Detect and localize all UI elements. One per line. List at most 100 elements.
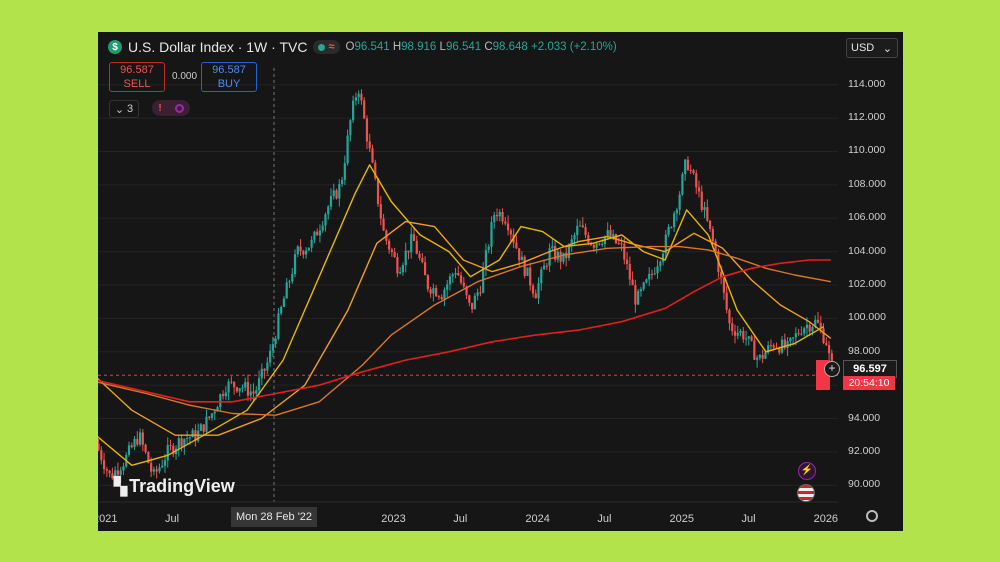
candle xyxy=(227,378,230,401)
candle xyxy=(296,245,299,258)
candle xyxy=(390,247,393,257)
candle xyxy=(578,220,582,227)
candle xyxy=(310,236,313,253)
candle xyxy=(675,207,678,222)
candle xyxy=(462,276,465,289)
candle xyxy=(515,235,518,250)
candle xyxy=(747,336,750,346)
chart-window[interactable]: $ U.S. Dollar Index · 1W · TVC ≈ O96.541… xyxy=(98,32,903,531)
candle xyxy=(202,424,205,437)
candle xyxy=(628,256,631,286)
candle xyxy=(102,452,106,475)
candle xyxy=(686,156,690,171)
open-label: O xyxy=(345,41,355,53)
currency-select[interactable]: USD ⌄ xyxy=(846,38,898,58)
candle xyxy=(786,337,789,357)
candle xyxy=(343,155,346,185)
gear-icon[interactable] xyxy=(866,510,878,522)
y-tick-label: 98.000 xyxy=(848,344,881,357)
candle xyxy=(98,438,100,452)
candle xyxy=(487,244,490,254)
candle xyxy=(448,273,452,291)
alert-pill[interactable]: ! xyxy=(152,100,190,116)
candle xyxy=(114,466,117,480)
logo-text: TradingView xyxy=(129,476,235,496)
candle xyxy=(144,443,147,454)
symbol-title[interactable]: U.S. Dollar Index · 1W · TVC xyxy=(128,39,308,55)
candle xyxy=(271,336,274,357)
candle xyxy=(269,344,272,367)
low-label: L xyxy=(439,41,446,53)
y-tick-label: 104.000 xyxy=(848,244,886,257)
high-label: H xyxy=(392,41,402,53)
candle xyxy=(739,328,742,337)
candle xyxy=(197,423,200,443)
candle xyxy=(708,220,712,232)
open-value: 96.541 xyxy=(354,41,390,53)
candle xyxy=(501,208,504,225)
candle xyxy=(634,279,637,313)
us-flag-icon[interactable] xyxy=(797,484,815,502)
x-tick-label: Jul xyxy=(597,513,612,525)
candle xyxy=(263,368,266,379)
candle xyxy=(731,317,734,336)
candle xyxy=(277,307,280,341)
candle xyxy=(728,308,731,331)
candle xyxy=(365,115,369,150)
candle xyxy=(631,271,634,286)
candle xyxy=(213,409,216,421)
candle xyxy=(318,224,322,243)
candle xyxy=(556,249,559,263)
candle xyxy=(692,168,695,175)
candle xyxy=(432,283,435,302)
candle xyxy=(221,390,225,400)
delayed-data-icon: ≈ xyxy=(328,41,335,53)
candle xyxy=(648,267,651,287)
candle xyxy=(235,386,239,393)
candle xyxy=(736,325,739,340)
candle xyxy=(664,230,667,258)
candle xyxy=(371,144,374,164)
close-value: 98.648 xyxy=(492,41,528,53)
candle xyxy=(285,278,288,299)
y-tick-label: 100.000 xyxy=(848,311,886,324)
candle xyxy=(493,211,496,229)
candle xyxy=(540,266,543,291)
candle xyxy=(722,276,726,300)
candle xyxy=(108,469,111,478)
candle xyxy=(504,217,507,226)
low-value: 96.541 xyxy=(445,41,482,53)
candle xyxy=(435,285,438,297)
x-tick-label: Jul xyxy=(165,513,180,525)
candle xyxy=(357,90,360,105)
candle xyxy=(410,227,413,259)
candle xyxy=(473,293,476,310)
price-chart-plot[interactable] xyxy=(98,32,903,531)
candle xyxy=(440,294,443,301)
candle xyxy=(537,277,540,305)
candle xyxy=(180,435,183,452)
crosshair-date-label: Mon 28 Feb '22 xyxy=(231,507,317,527)
candle xyxy=(523,255,526,279)
candle xyxy=(133,436,136,451)
indicators-toggle-button[interactable]: ⌄ 3 xyxy=(109,100,139,118)
add-alert-icon[interactable]: + xyxy=(824,361,840,377)
candle xyxy=(753,333,756,360)
buy-button[interactable]: 96.587 BUY xyxy=(201,62,257,92)
candle xyxy=(177,435,180,457)
candle xyxy=(526,267,529,277)
candle xyxy=(509,228,512,243)
sell-button[interactable]: 96.587 SELL xyxy=(109,62,165,92)
lightning-icon[interactable]: ⚡ xyxy=(798,462,816,480)
candle xyxy=(335,188,338,200)
sell-label: SELL xyxy=(123,78,151,90)
candle xyxy=(138,428,142,447)
candle xyxy=(340,176,344,187)
candle xyxy=(681,172,684,196)
candle xyxy=(827,340,831,362)
candle xyxy=(534,289,537,299)
grid-lines xyxy=(98,84,838,486)
candle xyxy=(733,324,737,344)
candle xyxy=(205,409,208,433)
market-status[interactable]: ≈ xyxy=(313,40,340,54)
